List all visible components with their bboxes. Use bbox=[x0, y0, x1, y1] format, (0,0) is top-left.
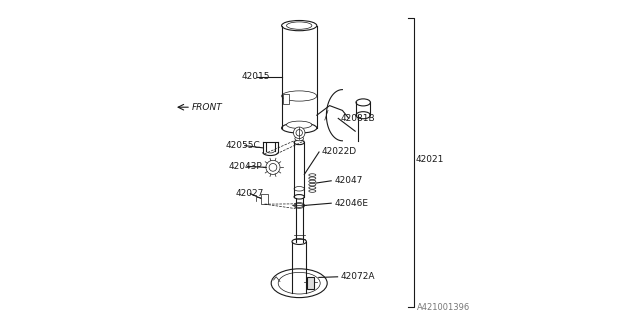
Ellipse shape bbox=[294, 140, 305, 145]
Ellipse shape bbox=[292, 239, 307, 244]
Text: 42047: 42047 bbox=[334, 176, 363, 185]
Bar bbox=[262, 194, 268, 204]
Bar bbox=[283, 94, 289, 104]
Text: 42072A: 42072A bbox=[340, 272, 375, 281]
Text: FRONT: FRONT bbox=[192, 103, 223, 112]
Ellipse shape bbox=[282, 91, 317, 101]
Text: 42055C: 42055C bbox=[226, 141, 260, 150]
Ellipse shape bbox=[287, 121, 312, 129]
Circle shape bbox=[296, 130, 302, 136]
Text: 42022D: 42022D bbox=[322, 148, 356, 156]
Ellipse shape bbox=[295, 136, 303, 141]
Ellipse shape bbox=[294, 195, 305, 199]
Circle shape bbox=[269, 164, 277, 171]
Circle shape bbox=[266, 160, 280, 174]
Ellipse shape bbox=[278, 272, 320, 294]
Text: 42043P: 42043P bbox=[229, 162, 262, 171]
Text: 42021: 42021 bbox=[416, 156, 444, 164]
Ellipse shape bbox=[294, 203, 305, 208]
Ellipse shape bbox=[356, 99, 371, 106]
Ellipse shape bbox=[282, 20, 317, 31]
Ellipse shape bbox=[294, 187, 305, 191]
Circle shape bbox=[293, 127, 305, 139]
Text: 42046E: 42046E bbox=[334, 199, 369, 208]
Ellipse shape bbox=[356, 112, 371, 119]
Ellipse shape bbox=[282, 123, 317, 133]
Text: 42015: 42015 bbox=[242, 72, 270, 81]
Bar bbox=[307, 277, 314, 289]
Ellipse shape bbox=[271, 269, 327, 298]
Ellipse shape bbox=[287, 22, 312, 29]
Text: 42081B: 42081B bbox=[340, 114, 376, 123]
Text: A421001396: A421001396 bbox=[417, 303, 470, 312]
Ellipse shape bbox=[295, 204, 303, 207]
Text: 42027: 42027 bbox=[236, 189, 264, 198]
